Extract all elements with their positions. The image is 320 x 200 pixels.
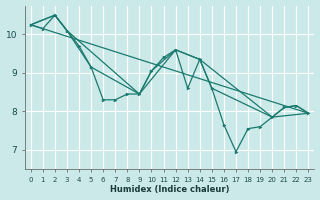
X-axis label: Humidex (Indice chaleur): Humidex (Indice chaleur) [110, 185, 229, 194]
